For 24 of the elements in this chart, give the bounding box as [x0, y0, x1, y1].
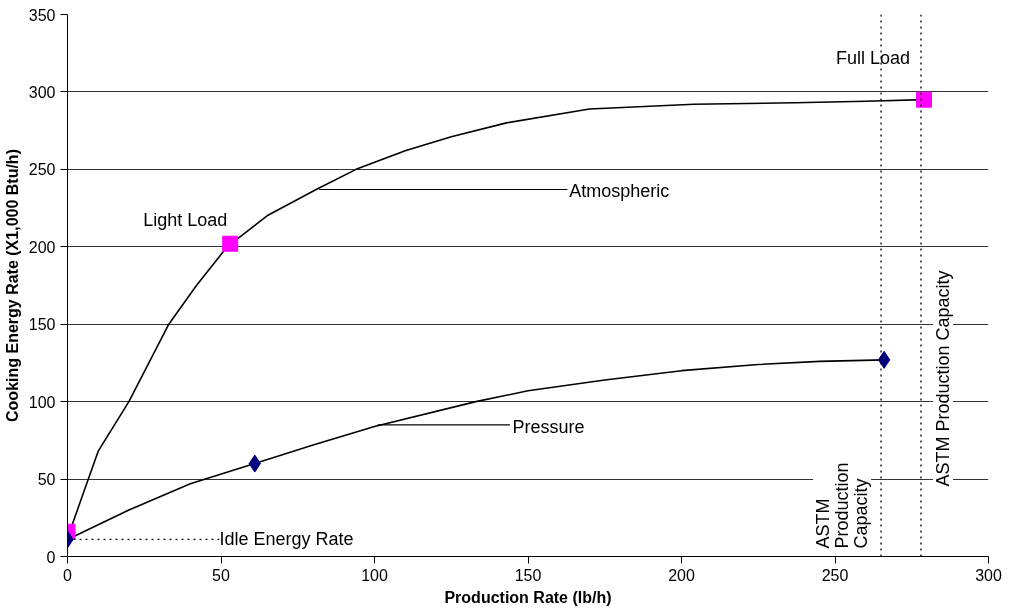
annotation: Full Load	[835, 47, 911, 68]
x-tick-label: 100	[361, 566, 388, 584]
y-tick-label: 0	[46, 548, 56, 566]
annotation: Light Load	[143, 209, 228, 230]
y-axis-title: Cooking Energy Rate (X1,000 Btu/h)	[3, 149, 21, 422]
ref-line-label: ASTM Production Capacity	[932, 270, 953, 487]
annotation: Atmospheric	[569, 181, 670, 202]
ref-line-label: ASTM Production Capacity	[813, 462, 872, 549]
y-tick-label: 350	[28, 6, 56, 24]
x-tick-label: 150	[514, 566, 542, 584]
annotation: Pressure	[512, 416, 585, 437]
y-tick-label: 100	[28, 393, 56, 411]
x-tick-label: 200	[668, 566, 695, 584]
annotation: Idle Energy Rate	[219, 529, 354, 550]
y-tick-label: 50	[37, 471, 56, 489]
y-tick-label: 300	[28, 83, 56, 101]
y-tick-label: 200	[28, 238, 56, 256]
y-tick-label: 150	[28, 316, 56, 334]
x-axis-title: Production Rate (lb/h)	[444, 588, 612, 606]
x-tick-label: 50	[212, 566, 230, 584]
x-tick-label: 0	[63, 566, 73, 584]
x-tick-label: 250	[821, 566, 849, 584]
y-tick-label: 250	[28, 161, 56, 179]
x-tick-label: 300	[975, 566, 1002, 584]
